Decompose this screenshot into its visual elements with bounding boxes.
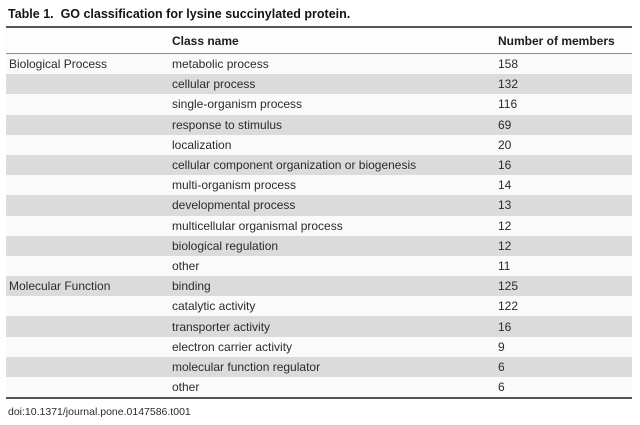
member-count-cell: 116 bbox=[498, 97, 518, 112]
class-name-cell: cellular component organization or bioge… bbox=[172, 158, 417, 173]
class-name-cell: response to stimulus bbox=[172, 117, 283, 132]
member-count-cell: 16 bbox=[498, 158, 512, 173]
group-label-cell: Biological Process bbox=[9, 57, 108, 72]
class-name-cell: localization bbox=[172, 137, 232, 152]
member-count-cell: 12 bbox=[498, 238, 512, 253]
member-count-cell: 6 bbox=[498, 380, 505, 395]
class-name-cell: cellular process bbox=[172, 77, 256, 92]
class-name-cell: multicellular organismal process bbox=[172, 218, 343, 233]
member-count-cell: 12 bbox=[498, 218, 512, 233]
member-count-cell: 11 bbox=[498, 258, 511, 273]
table-row: other 11 bbox=[6, 255, 632, 277]
class-name-cell: transporter activity bbox=[172, 319, 271, 334]
table-row: Molecular Function binding 125 bbox=[6, 276, 632, 297]
class-name-cell: developmental process bbox=[172, 198, 296, 213]
table-row: Biological Process metabolic process 158 bbox=[6, 54, 632, 75]
class-name-cell: multi-organism process bbox=[172, 178, 297, 193]
table-row: catalytic activity 122 bbox=[6, 296, 632, 317]
group-label-cell: Molecular Function bbox=[9, 279, 111, 294]
member-count-cell: 69 bbox=[498, 117, 512, 132]
col-header-class-name: Class name bbox=[172, 33, 239, 48]
table-row: cellular component organization or bioge… bbox=[6, 154, 632, 176]
class-name-cell: other bbox=[172, 380, 200, 395]
go-classification-table: Class name Number of members Biological … bbox=[6, 26, 632, 400]
class-name-cell: metabolic process bbox=[172, 57, 269, 72]
member-count-cell: 122 bbox=[498, 299, 519, 314]
table-row: transporter activity 16 bbox=[6, 316, 632, 337]
table-row: multicellular organismal process 12 bbox=[6, 215, 632, 236]
table-row: cellular process 132 bbox=[6, 74, 632, 95]
table-row: molecular function regulator 6 bbox=[6, 356, 632, 377]
member-count-cell: 125 bbox=[498, 279, 519, 294]
table-row: other 6 bbox=[6, 377, 632, 398]
table-row: localization 20 bbox=[6, 134, 632, 155]
col-header-number-of-members: Number of members bbox=[498, 33, 615, 48]
table-body: Biological Process metabolic process 158 ce… bbox=[6, 54, 632, 398]
table-row: electron carrier activity 9 bbox=[6, 336, 632, 357]
class-name-cell: molecular function regulator bbox=[172, 359, 321, 374]
doi-text: doi:10.1371/journal.pone.0147586.t001 bbox=[8, 406, 191, 419]
class-name-cell: single-organism process bbox=[172, 97, 303, 112]
class-name-cell: binding bbox=[172, 279, 211, 294]
member-count-cell: 13 bbox=[498, 198, 512, 213]
member-count-cell: 6 bbox=[498, 359, 505, 374]
member-count-cell: 14 bbox=[498, 178, 512, 193]
class-name-cell: other bbox=[172, 258, 200, 273]
table-title: Table 1. GO classification for lysine su… bbox=[8, 7, 351, 21]
table-row: multi-organism process 14 bbox=[6, 175, 632, 196]
table-row: response to stimulus 69 bbox=[6, 114, 632, 135]
table-row: single-organism process 116 bbox=[6, 94, 632, 115]
member-count-cell: 9 bbox=[498, 339, 505, 354]
table-row: biological regulation 12 bbox=[6, 235, 632, 256]
class-name-cell: catalytic activity bbox=[172, 299, 256, 314]
member-count-cell: 158 bbox=[498, 57, 519, 72]
class-name-cell: electron carrier activity bbox=[172, 339, 293, 354]
member-count-cell: 132 bbox=[498, 77, 519, 92]
member-count-cell: 20 bbox=[498, 137, 512, 152]
table-header-row: Class name Number of members bbox=[6, 28, 632, 54]
class-name-cell: biological regulation bbox=[172, 238, 279, 253]
member-count-cell: 16 bbox=[498, 319, 512, 334]
table-row: developmental process 13 bbox=[6, 195, 632, 216]
